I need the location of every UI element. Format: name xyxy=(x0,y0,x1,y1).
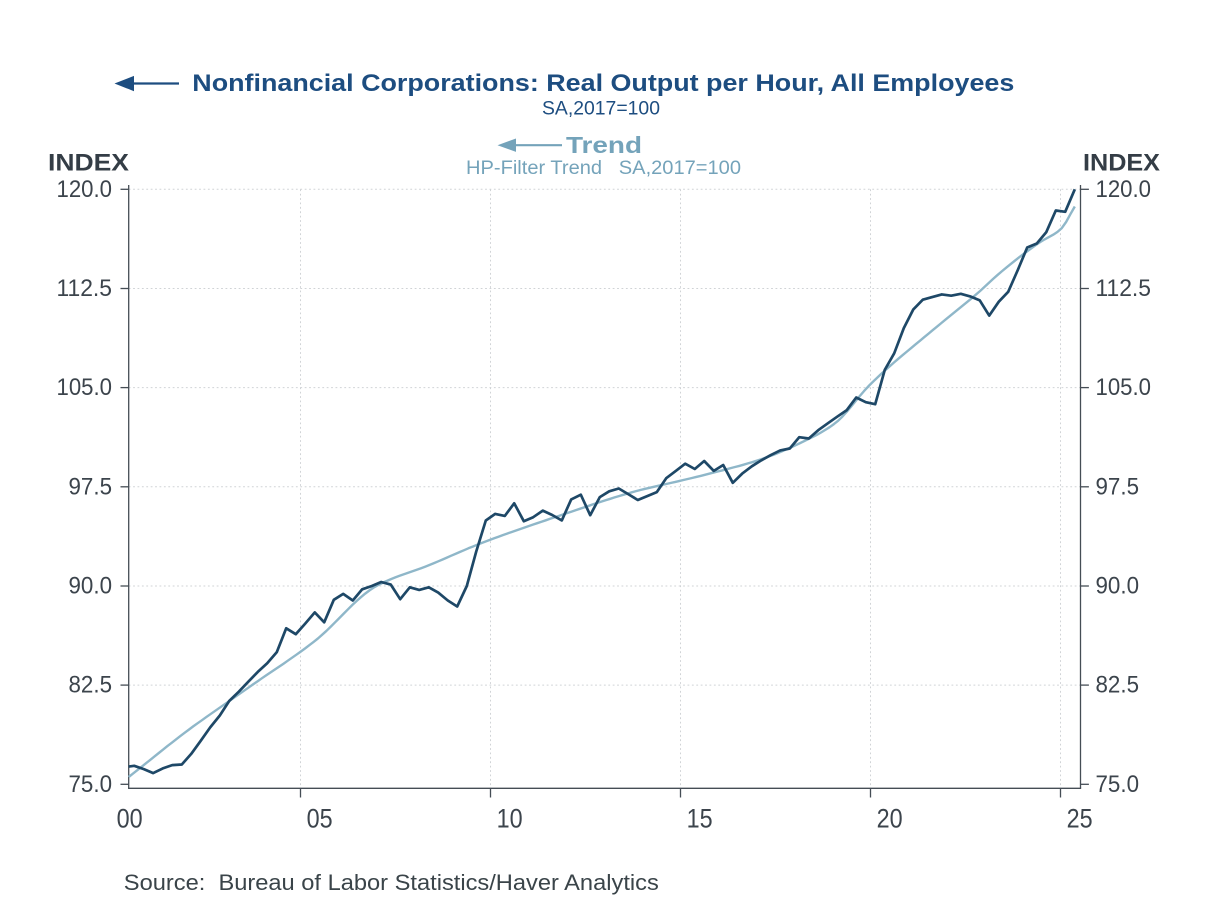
svg-text:82.5: 82.5 xyxy=(1096,672,1140,699)
svg-text:90.0: 90.0 xyxy=(69,573,113,600)
svg-text:05: 05 xyxy=(307,804,333,834)
svg-text:120.0: 120.0 xyxy=(57,176,113,203)
svg-text:75.0: 75.0 xyxy=(1096,771,1140,798)
svg-text:25: 25 xyxy=(1067,804,1093,834)
svg-text:10: 10 xyxy=(497,804,523,834)
svg-text:HP-Filter Trend SA,2017=100: HP-Filter Trend SA,2017=100 xyxy=(466,157,741,179)
svg-text:15: 15 xyxy=(687,804,713,834)
svg-text:Source: Bureau of Labor Stati: Source: Bureau of Labor Statistics/Haver… xyxy=(124,870,659,895)
svg-text:Trend: Trend xyxy=(566,132,642,158)
svg-text:105.0: 105.0 xyxy=(1096,374,1152,401)
svg-text:INDEX: INDEX xyxy=(48,150,129,177)
svg-text:120.0: 120.0 xyxy=(1096,176,1152,203)
svg-text:INDEX: INDEX xyxy=(1083,150,1160,177)
svg-text:SA,2017=100: SA,2017=100 xyxy=(542,98,660,119)
svg-text:75.0: 75.0 xyxy=(69,771,113,798)
svg-text:97.5: 97.5 xyxy=(1096,473,1140,500)
svg-text:112.5: 112.5 xyxy=(57,275,113,302)
svg-text:90.0: 90.0 xyxy=(1096,573,1140,600)
svg-text:112.5: 112.5 xyxy=(1096,275,1152,302)
svg-text:20: 20 xyxy=(877,804,903,834)
svg-text:Nonfinancial Corporations: Rea: Nonfinancial Corporations: Real Output p… xyxy=(192,70,1014,97)
svg-text:105.0: 105.0 xyxy=(57,374,113,401)
svg-text:82.5: 82.5 xyxy=(69,672,113,699)
svg-text:00: 00 xyxy=(117,804,143,834)
svg-text:97.5: 97.5 xyxy=(69,473,113,500)
